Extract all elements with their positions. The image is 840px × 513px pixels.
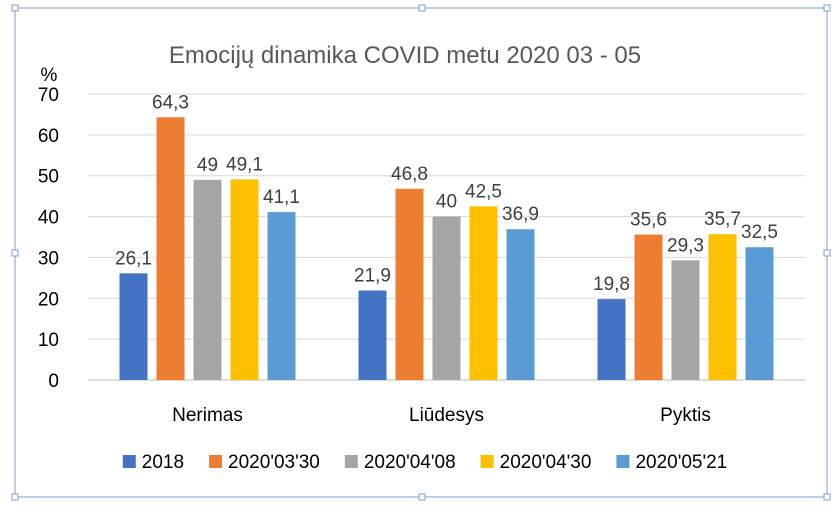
y-axis-label: %: [41, 65, 58, 86]
bar: [708, 234, 737, 380]
bar: [230, 179, 259, 380]
legend-swatch: [344, 455, 358, 468]
data-label: 26,1: [115, 248, 152, 269]
legend-label: 2020'03'30: [228, 452, 320, 473]
y-tick-label: 0: [48, 371, 59, 392]
y-axis-ticks: 0 10 20 30 40 50 60 70: [38, 85, 59, 392]
bar: [469, 206, 498, 380]
bar: [395, 188, 424, 380]
legend-entry: 2020'04'08: [344, 452, 456, 473]
legend-swatch: [616, 455, 630, 468]
data-label: 35,6: [630, 210, 667, 231]
y-tick-label: 40: [38, 208, 59, 229]
bar: [267, 212, 296, 380]
legend-swatch: [209, 455, 223, 468]
bar: [156, 117, 185, 380]
y-tick-label: 70: [38, 85, 59, 106]
y-tick-label: 30: [38, 248, 59, 269]
data-label: 19,8: [593, 274, 630, 295]
x-axis-ticks: Nerimas Liūdesys Pyktis: [172, 405, 711, 426]
data-label: 36,9: [502, 204, 539, 225]
data-label: 40: [436, 192, 457, 213]
legend-label: 2020'04'30: [500, 452, 592, 473]
legend-entry: 2020'05'21: [616, 452, 727, 473]
y-tick-label: 60: [38, 126, 59, 147]
data-label: 32,5: [741, 222, 778, 243]
data-label: 42,5: [465, 181, 502, 202]
legend-entry: 2020'04'30: [480, 452, 592, 473]
bar: [119, 273, 148, 380]
data-label: 41,1: [263, 187, 300, 208]
data-labels: 26,1 64,3 49 49,141,1 21,9 46,8 40 42,536,9 19,8…: [115, 92, 778, 295]
data-label: 49,1: [226, 154, 263, 175]
bars: [119, 117, 774, 380]
legend: 2018 2020'03'30 2020'04'08 2020'04'30 2020'0…: [122, 452, 727, 473]
selection-handles[interactable]: [11, 4, 831, 501]
x-tick-label: Liūdesys: [409, 405, 484, 426]
chart-title: Emocijų dinamika COVID metu 2020 03 - 05: [169, 42, 641, 69]
bar: [597, 299, 626, 380]
legend-label: 2020'05'21: [635, 452, 727, 473]
x-tick-label: Nerimas: [172, 405, 243, 426]
data-label: 49: [197, 155, 218, 176]
data-label: 35,7: [704, 209, 741, 230]
legend-swatch: [480, 455, 494, 468]
bar: [193, 179, 222, 380]
legend-swatch: [122, 455, 136, 468]
bar: [432, 216, 461, 380]
data-label: 21,9: [354, 266, 391, 287]
bar: [671, 260, 700, 380]
data-label: 29,3: [667, 235, 704, 256]
legend-label: 2020'04'08: [364, 452, 456, 473]
bar: [358, 290, 387, 380]
legend-label: 2018: [142, 452, 184, 473]
legend-entry: 2020'03'30: [209, 452, 320, 473]
y-tick-label: 20: [38, 289, 59, 310]
data-label: 64,3: [152, 92, 189, 113]
x-tick-label: Pyktis: [660, 405, 711, 426]
bar: [745, 247, 774, 380]
bar: [634, 234, 663, 380]
legend-entry: 2018: [122, 452, 184, 473]
y-tick-label: 50: [38, 167, 59, 188]
bar: [506, 229, 535, 380]
data-label: 46,8: [391, 164, 428, 185]
y-tick-label: 10: [38, 330, 59, 351]
